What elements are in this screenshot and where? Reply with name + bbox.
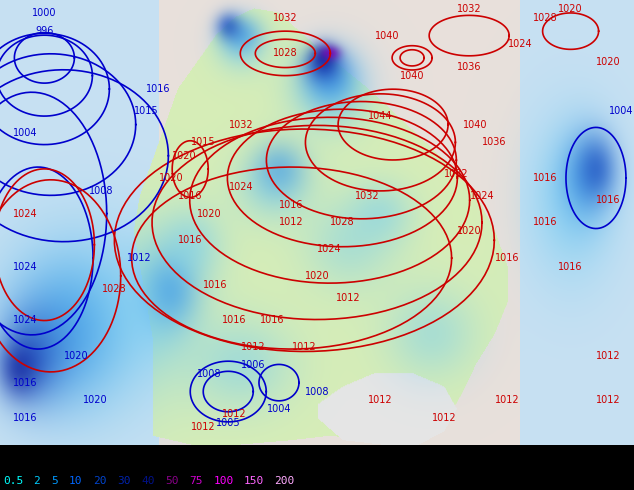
Text: 1044: 1044 xyxy=(368,111,392,121)
Text: 1016: 1016 xyxy=(280,199,304,210)
Text: 1016: 1016 xyxy=(13,378,37,388)
Text: 1015: 1015 xyxy=(191,137,215,147)
Text: 1004: 1004 xyxy=(267,404,291,415)
Text: 1024: 1024 xyxy=(229,182,253,192)
Text: 1016: 1016 xyxy=(178,191,202,201)
Text: 1020: 1020 xyxy=(64,351,88,361)
Text: 1012: 1012 xyxy=(597,395,621,405)
Text: 1020: 1020 xyxy=(197,209,221,219)
Text: 1028: 1028 xyxy=(533,13,557,23)
Text: 1024: 1024 xyxy=(470,191,494,201)
Text: © weatheronline.co.uk: © weatheronline.co.uk xyxy=(489,476,631,487)
Text: 1020: 1020 xyxy=(597,57,621,67)
Text: 1004: 1004 xyxy=(609,106,633,116)
Text: 1040: 1040 xyxy=(463,120,488,129)
Text: 1024: 1024 xyxy=(13,316,37,325)
Text: 20: 20 xyxy=(93,476,107,487)
Text: 1032: 1032 xyxy=(457,4,481,14)
Text: 1016: 1016 xyxy=(223,316,247,325)
Text: 1012: 1012 xyxy=(432,413,456,423)
Text: 1020: 1020 xyxy=(172,151,196,161)
Text: 1040: 1040 xyxy=(400,71,424,81)
Text: 1012: 1012 xyxy=(597,351,621,361)
Text: 1012: 1012 xyxy=(223,409,247,419)
Text: 1000: 1000 xyxy=(32,8,56,18)
Text: Precipitation accum. [mm] ECMWF: Precipitation accum. [mm] ECMWF xyxy=(3,448,224,462)
Text: 1032: 1032 xyxy=(229,120,253,129)
Text: 100: 100 xyxy=(214,476,234,487)
Text: 1012: 1012 xyxy=(368,395,392,405)
Text: 1024: 1024 xyxy=(13,262,37,272)
Text: 1024: 1024 xyxy=(508,40,532,49)
Text: 1024: 1024 xyxy=(318,244,342,254)
Text: 1016: 1016 xyxy=(204,280,228,290)
Text: 1012: 1012 xyxy=(191,422,215,432)
Text: 1015: 1015 xyxy=(134,106,158,116)
Text: 1012: 1012 xyxy=(495,395,519,405)
Text: 1012: 1012 xyxy=(127,253,152,263)
Text: 1005: 1005 xyxy=(216,417,240,428)
Text: 1020: 1020 xyxy=(457,226,481,236)
Text: 0.5: 0.5 xyxy=(3,476,23,487)
Text: 1012: 1012 xyxy=(280,218,304,227)
Text: 1020: 1020 xyxy=(159,173,183,183)
Text: 200: 200 xyxy=(275,476,295,487)
Text: 1012: 1012 xyxy=(242,342,266,352)
Text: 1008: 1008 xyxy=(89,186,113,196)
Text: 1028: 1028 xyxy=(330,218,354,227)
Text: 30: 30 xyxy=(117,476,131,487)
Text: 1008: 1008 xyxy=(197,369,221,379)
Text: 1016: 1016 xyxy=(495,253,519,263)
Text: 1016: 1016 xyxy=(559,262,583,272)
Text: 1016: 1016 xyxy=(533,173,557,183)
Text: 1036: 1036 xyxy=(457,62,481,72)
Text: 1016: 1016 xyxy=(261,316,285,325)
Text: 1036: 1036 xyxy=(482,137,507,147)
Text: 10: 10 xyxy=(69,476,82,487)
Text: 1016: 1016 xyxy=(146,84,171,94)
Text: 50: 50 xyxy=(165,476,179,487)
Text: 1020: 1020 xyxy=(559,4,583,14)
Text: 996: 996 xyxy=(36,26,53,36)
Text: 1032: 1032 xyxy=(444,169,469,178)
Text: 1012: 1012 xyxy=(292,342,316,352)
Text: 1020: 1020 xyxy=(83,395,107,405)
Text: 1028: 1028 xyxy=(102,284,126,294)
Text: 1020: 1020 xyxy=(305,271,329,281)
Text: 5: 5 xyxy=(51,476,58,487)
Text: Th 02-05-2024 09:00 UTC (06+27): Th 02-05-2024 09:00 UTC (06+27) xyxy=(410,448,631,462)
Text: 75: 75 xyxy=(190,476,203,487)
Text: 1032: 1032 xyxy=(356,191,380,201)
Text: 1016: 1016 xyxy=(597,195,621,205)
Text: 1040: 1040 xyxy=(375,30,399,41)
Text: 1016: 1016 xyxy=(533,218,557,227)
Text: 1028: 1028 xyxy=(273,49,297,58)
Text: 150: 150 xyxy=(244,476,264,487)
Text: 1008: 1008 xyxy=(305,387,329,396)
Text: 1024: 1024 xyxy=(13,209,37,219)
Text: 1016: 1016 xyxy=(178,235,202,245)
Text: 1004: 1004 xyxy=(13,128,37,139)
Text: 1012: 1012 xyxy=(337,293,361,303)
Text: 1016: 1016 xyxy=(13,413,37,423)
Text: 2: 2 xyxy=(34,476,41,487)
Text: 1032: 1032 xyxy=(273,13,297,23)
Text: 1006: 1006 xyxy=(242,360,266,370)
Text: 40: 40 xyxy=(141,476,155,487)
